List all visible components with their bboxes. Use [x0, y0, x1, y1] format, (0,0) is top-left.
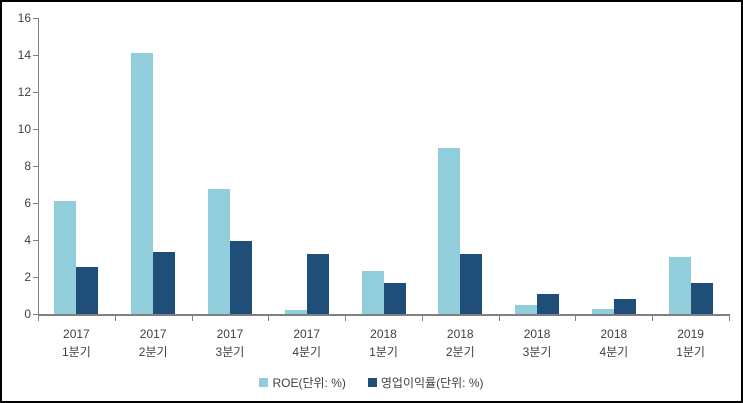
- x-axis-label-quarter: 2분기: [445, 345, 475, 359]
- x-tick: [652, 316, 654, 321]
- bar-roe-1: [54, 201, 77, 314]
- y-axis-label: 10: [17, 122, 31, 136]
- x-tick: [345, 316, 347, 321]
- bar-roe-8: [591, 309, 614, 314]
- x-axis-label: 2019 1분기: [652, 325, 729, 361]
- x-axis-label-quarter: 3분기: [215, 345, 245, 359]
- bar-roe-3: [207, 189, 230, 314]
- bar-operating-margin-6: [460, 253, 483, 314]
- legend: ROE(단위: %) 영업이익률(단위: %): [2, 374, 741, 391]
- legend-label-roe: ROE(단위: %): [272, 376, 346, 390]
- x-tick: [191, 316, 193, 321]
- bar-operating-margin-1: [76, 266, 99, 314]
- bar-operating-margin-2: [153, 252, 176, 314]
- x-axis-label-quarter: 1분기: [369, 345, 398, 359]
- y-axis-line: [38, 18, 39, 316]
- y-axis-label: 16: [17, 11, 31, 25]
- x-tick: [421, 316, 423, 321]
- x-tick: [498, 316, 500, 321]
- x-axis-label-year: 2018: [523, 327, 551, 341]
- x-axis-label-year: 2018: [446, 327, 474, 341]
- y-axis-label: 12: [17, 85, 31, 99]
- x-axis-label-year: 2017: [293, 327, 321, 341]
- bar-operating-margin-8: [613, 299, 636, 314]
- y-axis-label: 14: [17, 48, 31, 62]
- bar-operating-margin-3: [229, 240, 252, 314]
- bar-operating-margin-7: [537, 293, 560, 314]
- x-axis-label-quarter: 3분기: [522, 345, 552, 359]
- x-axis-label: 2017 3분기: [192, 325, 269, 361]
- legend-swatch-roe-icon: [259, 378, 269, 387]
- x-axis-label-year: 2018: [600, 327, 628, 341]
- legend-item-operating-margin: 영업이익률(단위: %): [367, 374, 484, 391]
- y-axis-label: 0: [24, 307, 31, 321]
- y-tick: [33, 240, 38, 241]
- x-axis-label: 2017 1분기: [38, 325, 115, 361]
- x-axis-line: [38, 314, 730, 316]
- legend-label-operating-margin: 영업이익률(단위: %): [380, 376, 484, 390]
- x-axis-label-year: 2017: [216, 327, 244, 341]
- y-tick: [33, 277, 38, 278]
- x-axis-label: 2017 2분기: [115, 325, 192, 361]
- y-tick: [33, 18, 38, 19]
- x-axis-label: 2018 3분기: [499, 325, 576, 361]
- bar-roe-4: [284, 310, 307, 314]
- y-tick: [33, 314, 38, 315]
- x-axis-label-quarter: 2분기: [138, 345, 168, 359]
- bar-roe-6: [438, 147, 461, 314]
- x-axis-label-year: 2019: [677, 327, 704, 341]
- x-axis-label-quarter: 4분기: [292, 345, 322, 359]
- bar-roe-5: [361, 271, 384, 314]
- x-axis-label-year: 2018: [370, 327, 397, 341]
- x-axis-label: 2018 4분기: [575, 325, 652, 361]
- x-tick: [729, 316, 730, 321]
- y-tick: [33, 55, 38, 56]
- bar-roe-7: [515, 304, 538, 314]
- legend-swatch-operating-margin-icon: [367, 378, 377, 387]
- x-tick: [268, 316, 270, 321]
- x-tick: [114, 316, 116, 321]
- x-axis-label-year: 2017: [63, 327, 90, 341]
- x-axis-label-quarter: 1분기: [62, 345, 91, 359]
- y-tick: [33, 129, 38, 130]
- x-axis-label: 2017 4분기: [268, 325, 345, 361]
- x-axis-label-quarter: 4분기: [599, 345, 629, 359]
- y-axis-label: 4: [24, 233, 31, 247]
- y-tick: [33, 92, 38, 93]
- y-axis-label: 2: [24, 270, 31, 284]
- bar-roe-2: [131, 53, 154, 314]
- x-tick: [38, 316, 39, 321]
- legend-item-roe: ROE(단위: %): [259, 374, 346, 391]
- y-tick: [33, 166, 38, 167]
- y-tick: [33, 203, 38, 204]
- x-axis-label: 2018 1분기: [345, 325, 422, 361]
- bar-operating-margin-4: [306, 253, 329, 314]
- bar-operating-margin-9: [690, 282, 713, 314]
- x-axis-label-quarter: 1분기: [676, 345, 705, 359]
- bar-operating-margin-5: [383, 282, 406, 314]
- x-axis-label: 2018 2분기: [422, 325, 499, 361]
- y-axis-label: 6: [24, 196, 31, 210]
- x-tick: [575, 316, 577, 321]
- bar-roe-9: [668, 256, 691, 314]
- y-axis-label: 8: [24, 159, 31, 173]
- x-axis-label-year: 2017: [139, 327, 167, 341]
